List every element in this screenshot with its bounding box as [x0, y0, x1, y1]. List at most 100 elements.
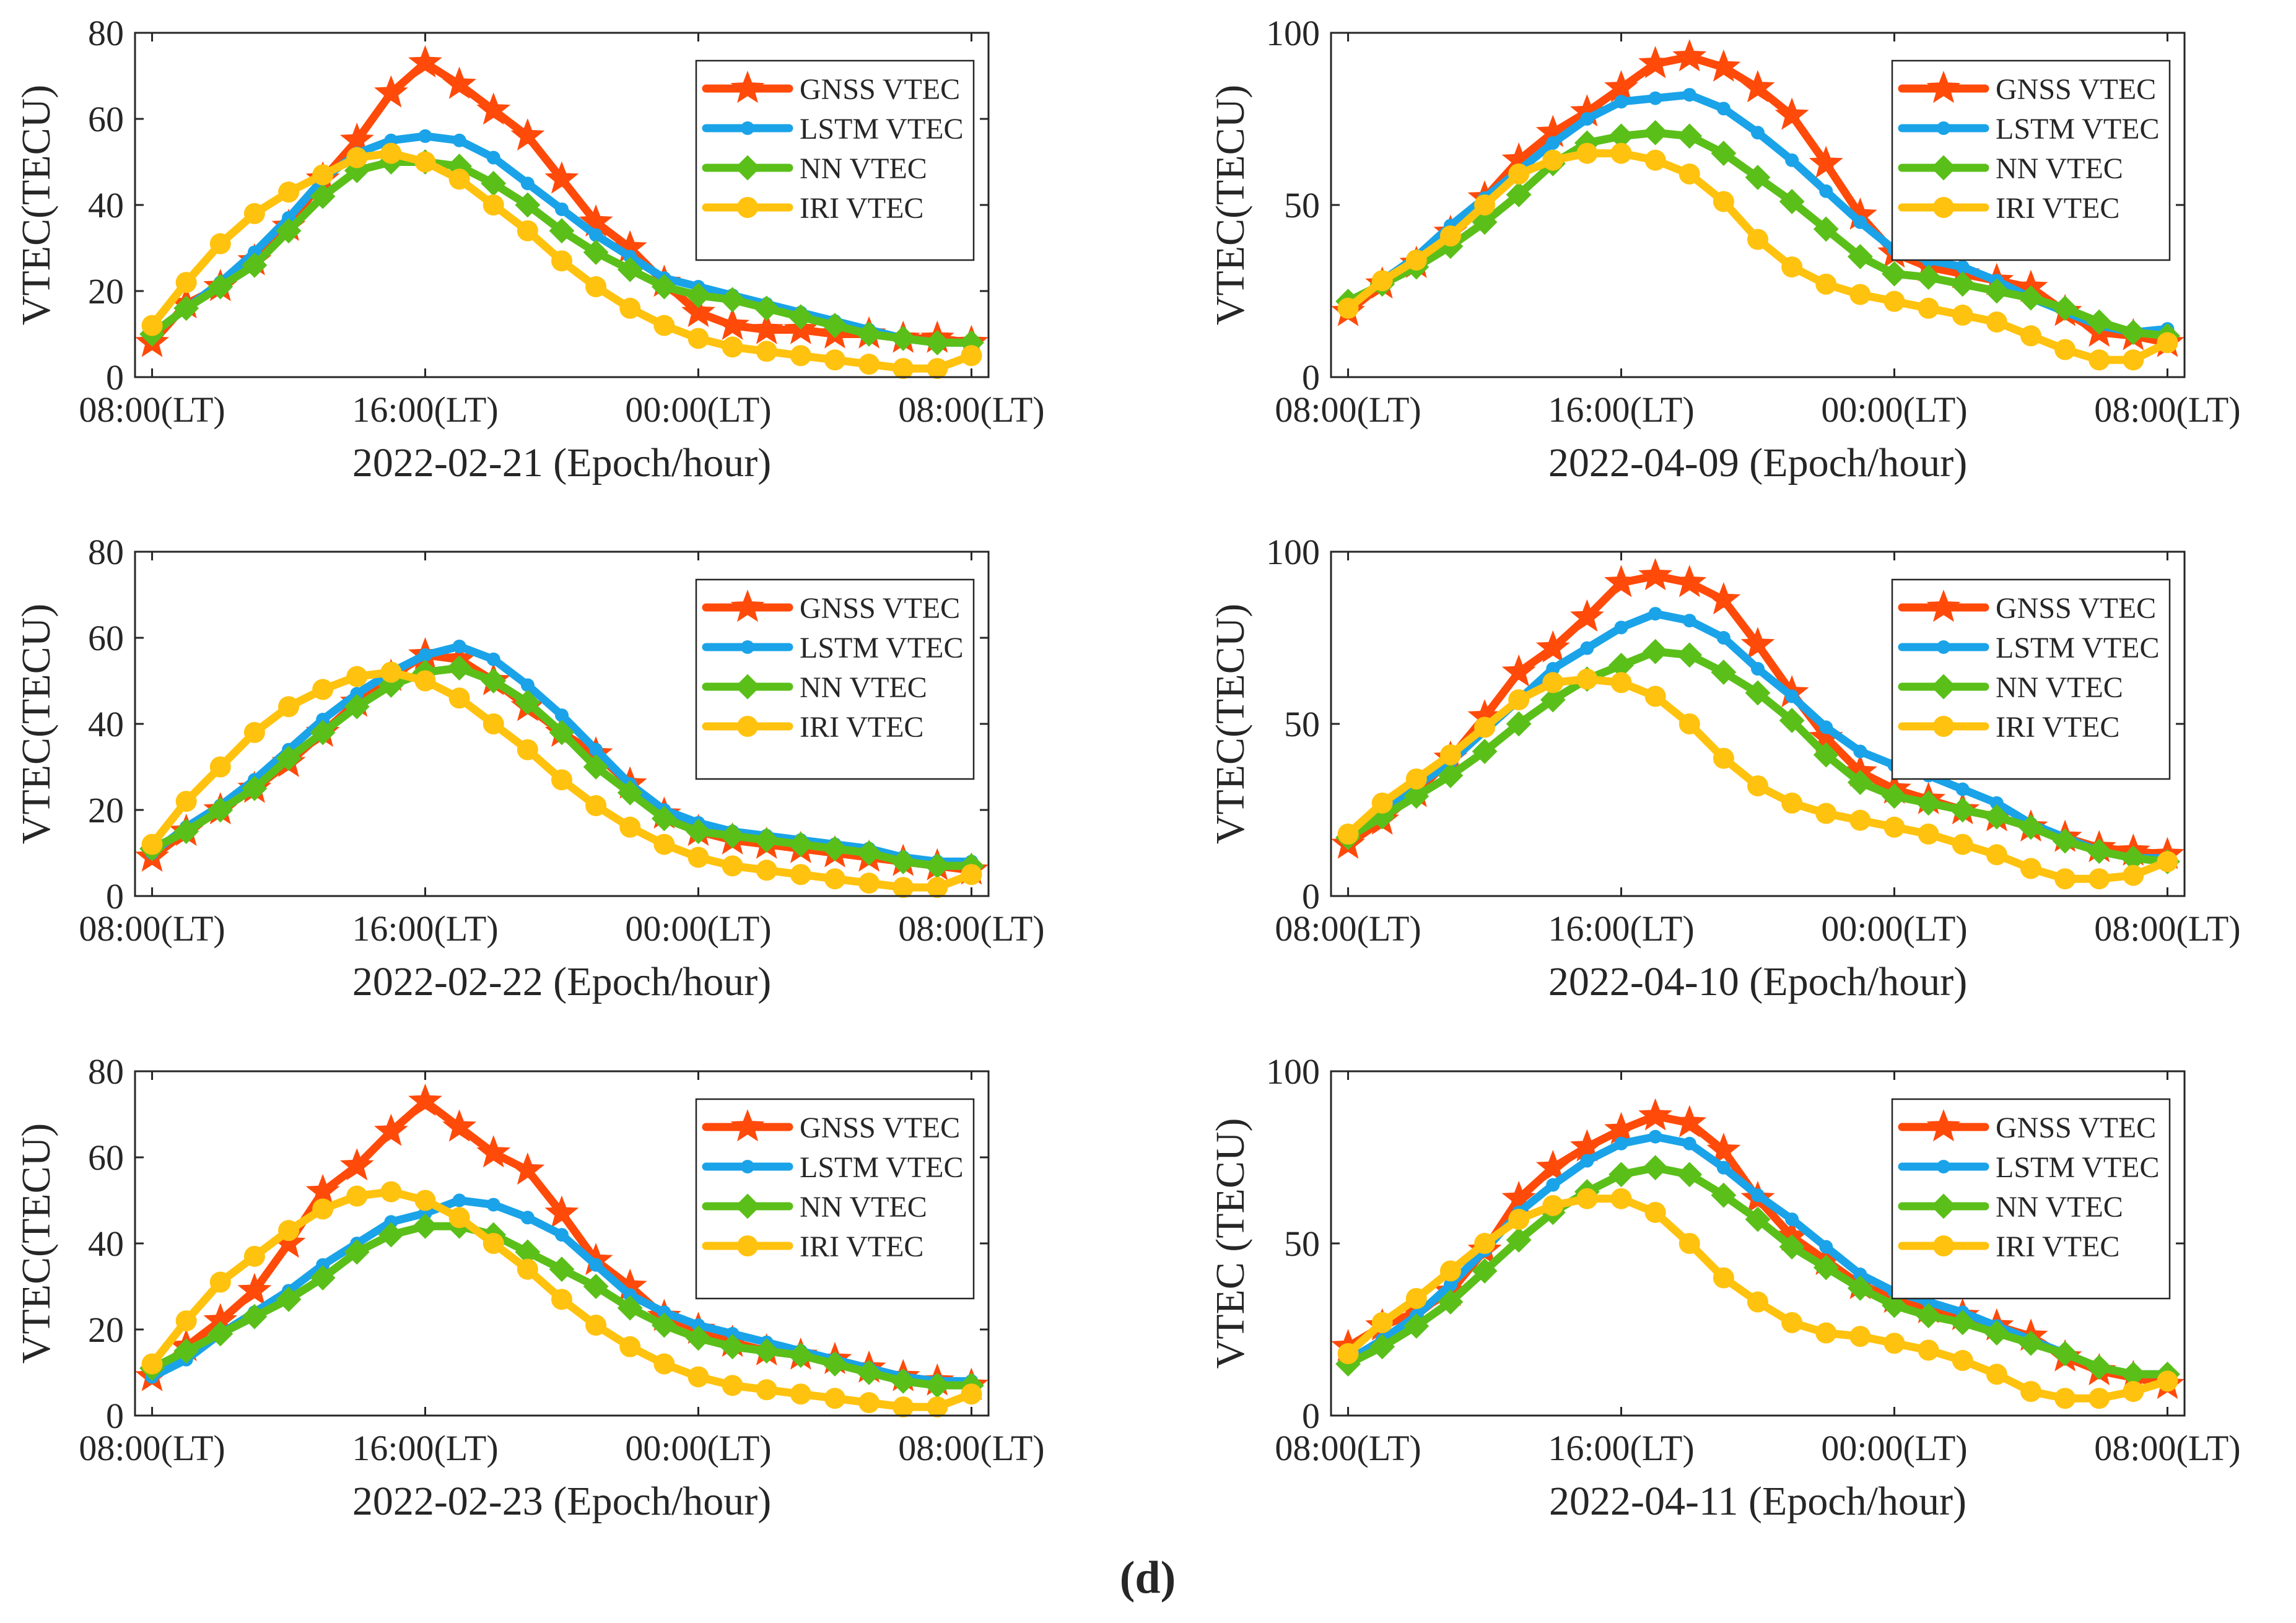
y-tick-label: 60: [88, 1138, 124, 1178]
data-point: [1542, 149, 1564, 171]
data-point: [720, 823, 746, 849]
data-point: [1610, 142, 1632, 164]
data-point: [447, 655, 473, 681]
data-point: [207, 274, 234, 300]
data-point: [1439, 225, 1461, 247]
data-point: [1781, 1312, 1803, 1333]
data-point: [1706, 1133, 1741, 1165]
data-point: [583, 754, 609, 780]
figure-label: (d): [1120, 1552, 1176, 1603]
data-point: [653, 315, 675, 336]
y-tick-label: 0: [106, 1396, 124, 1436]
data-point: [754, 1338, 780, 1364]
data-point: [1849, 809, 1871, 831]
x-axis-title: 2022-02-21 (Epoch/hour): [352, 440, 771, 485]
data-point: [686, 282, 711, 308]
data-point: [1337, 1342, 1359, 1364]
data-point: [927, 358, 948, 380]
data-point: [2054, 1388, 2076, 1409]
x-axis-title: 2022-04-09 (Epoch/hour): [1548, 440, 1967, 485]
data-point: [1405, 249, 1427, 271]
data-point: [720, 1334, 746, 1360]
legend-marker: [1937, 640, 1950, 654]
data-point: [1508, 163, 1530, 185]
data-point: [1740, 627, 1775, 659]
data-point: [1950, 797, 1976, 823]
data-point: [2018, 285, 2044, 311]
data-point: [1819, 184, 1833, 198]
data-point: [1648, 91, 1662, 105]
data-point: [1819, 720, 1833, 734]
data-point: [2086, 838, 2112, 864]
data-point: [1580, 641, 1594, 655]
data-point: [1648, 1129, 1662, 1144]
x-tick-label: 08:00(LT): [1275, 908, 1421, 949]
data-point: [1713, 191, 1734, 212]
y-tick-label: 80: [88, 532, 124, 572]
data-point: [1989, 796, 2004, 810]
x-tick-label: 08:00(LT): [79, 1428, 225, 1468]
data-point: [1643, 1155, 1669, 1181]
data-point: [2054, 868, 2076, 890]
data-point: [1884, 290, 1905, 312]
data-point: [1610, 1188, 1632, 1209]
y-tick-label: 80: [88, 1051, 124, 1092]
legend-label: IRI VTEC: [1996, 1230, 2119, 1263]
x-tick-label: 00:00(LT): [1821, 389, 1967, 430]
legend-label: LSTM VTEC: [800, 1151, 963, 1184]
data-point: [2123, 349, 2144, 371]
data-point: [515, 192, 541, 218]
data-point: [2086, 309, 2112, 335]
data-point: [961, 864, 982, 885]
legend-marker: [1931, 155, 1957, 181]
data-point: [442, 1109, 477, 1142]
data-point: [1740, 70, 1775, 103]
data-point: [1779, 708, 1805, 733]
data-point: [687, 846, 709, 868]
data-point: [1853, 1268, 1867, 1282]
data-point: [520, 176, 535, 191]
data-point: [754, 827, 780, 853]
data-point: [276, 1286, 302, 1312]
data-point: [619, 1336, 641, 1357]
data-point: [653, 1353, 675, 1375]
data-point: [1576, 142, 1598, 164]
data-point: [788, 1342, 814, 1368]
y-axis-title: VTEC(TECU): [1208, 604, 1253, 845]
data-point: [312, 164, 334, 186]
data-point: [378, 1222, 404, 1248]
data-point: [344, 694, 370, 720]
data-point: [2120, 320, 2146, 346]
data-point: [1984, 1320, 2010, 1346]
y-tick-label: 0: [106, 357, 124, 398]
legend: GNSS VTEC LSTM VTEC NN VTEC IRI VTEC: [1891, 578, 2171, 780]
data-point: [1648, 607, 1662, 621]
data-point: [822, 836, 848, 861]
data-point: [515, 689, 541, 715]
data-point: [893, 877, 914, 899]
data-point: [1546, 136, 1560, 150]
x-axis-title: 2022-02-22 (Epoch/hour): [352, 959, 771, 1004]
data-point: [722, 855, 743, 877]
data-point: [927, 877, 948, 899]
data-point: [1677, 1162, 1703, 1188]
legend-label: LSTM VTEC: [1996, 113, 2159, 146]
data-point: [1472, 1258, 1498, 1284]
data-point: [1747, 228, 1768, 250]
data-point: [1506, 181, 1532, 207]
y-tick-label: 0: [1302, 1396, 1320, 1436]
data-point: [1472, 209, 1498, 235]
data-point: [824, 1388, 845, 1409]
data-point: [1713, 1267, 1734, 1289]
data-point: [720, 287, 746, 313]
data-point: [1952, 1350, 1973, 1372]
data-point: [657, 1305, 671, 1320]
data-point: [788, 832, 814, 858]
data-point: [1955, 782, 1970, 796]
data-point: [893, 1396, 914, 1418]
data-point: [316, 713, 330, 727]
data-point: [1580, 1154, 1594, 1168]
data-point: [1508, 689, 1530, 711]
data-point: [243, 202, 265, 224]
data-point: [418, 129, 432, 143]
